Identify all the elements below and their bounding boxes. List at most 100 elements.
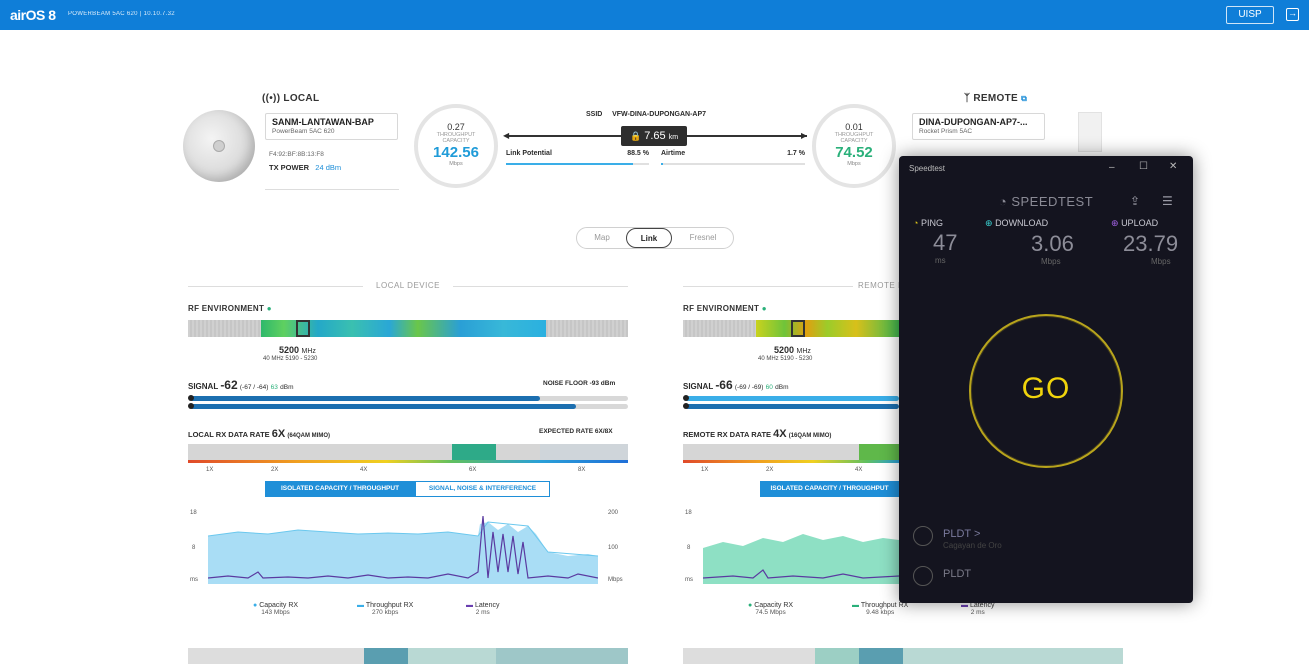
upload-icon: ⊕ <box>1111 218 1119 228</box>
speedtest-titlebar[interactable]: Speedtest – ☐ ✕ <box>899 156 1193 180</box>
legend-line-icon: ▬ <box>357 602 364 609</box>
local-rate-tick: 6X <box>469 467 477 473</box>
minimize-icon[interactable]: – <box>1109 162 1115 173</box>
local-channel-marker[interactable] <box>296 320 310 337</box>
local-device-model: PowerBeam 5AC 620 <box>272 128 335 135</box>
capacity-rx-area <box>208 522 598 584</box>
remote-rf-spectrum <box>683 320 899 337</box>
remote-rate-tick: 2X <box>766 467 774 473</box>
remote-throughput-value: 0.01 <box>845 122 863 132</box>
go-label: GO <box>1021 372 1071 405</box>
local-rate-tick: 1X <box>206 467 214 473</box>
download-label: DOWNLOAD <box>995 218 1049 228</box>
remote-capacity-gauge: 0.01 THROUGHPUT CAPACITY 74.52 Mbps <box>812 104 896 188</box>
remote-legend-capacity-rx: ● Capacity RX 74.5 Mbps <box>748 602 793 616</box>
go-button[interactable]: GO <box>969 314 1123 468</box>
isp-provider[interactable]: PLDT > Cagayan de Oro <box>913 526 1183 554</box>
maximize-icon[interactable]: ☐ <box>1139 161 1148 172</box>
ping-label: PING <box>920 218 943 228</box>
speedtest-brand: ◔ SPEEDTEST <box>899 194 1193 209</box>
airos-logo[interactable]: airOS 8 <box>10 7 56 23</box>
remote-freq-unit: MHz <box>796 348 811 355</box>
upload-label: UPLOAD <box>1121 218 1159 228</box>
isp-icon <box>913 526 933 546</box>
capacity-rx-area <box>703 534 899 584</box>
legend-label: Latency <box>474 602 500 609</box>
settings-icon[interactable]: ☰ <box>1162 194 1173 208</box>
remote-rate-mod: (16QAM MIMO) <box>788 433 832 439</box>
local-rate-expected-cell <box>540 444 628 461</box>
legend-label: Capacity RX <box>259 602 299 609</box>
close-icon[interactable]: ✕ <box>1169 161 1178 172</box>
local-mac: F4:92:BF:8B:13:F8 <box>269 151 324 158</box>
local-signal-label: SIGNAL <box>188 382 219 391</box>
divider <box>453 286 628 287</box>
remote-heading[interactable]: ᛉ REMOTE ⧉ <box>964 93 1027 104</box>
legend-line-icon: ▬ <box>852 602 859 609</box>
remote-signal-detail: (-69 / -69) <box>734 384 764 391</box>
tower-icon: ᛉ <box>964 93 971 104</box>
remote-device-box[interactable]: DINA-DUPONGAN-AP7-... Rocket Prism 5AC <box>912 113 1045 140</box>
remote-rate-scale <box>683 460 899 463</box>
expected-rate: EXPECTED RATE 6X/8X <box>539 428 613 435</box>
noise-value: -93 dBm <box>589 380 616 387</box>
local-capacity-unit: Mbps <box>449 161 463 167</box>
remote-freq-range: 40 MHz 5190 - 5230 <box>758 356 813 362</box>
link-potential-fill <box>506 163 633 165</box>
legend-value: 74.5 Mbps <box>755 609 786 616</box>
tab-link[interactable]: Link <box>626 228 672 248</box>
speedtest-window[interactable]: Speedtest – ☐ ✕ ◔ SPEEDTEST ⇪ ☰ ◔ PING 4… <box>899 156 1193 603</box>
ping-metric: ◔ PING 47 ms <box>913 218 1003 265</box>
tab-map[interactable]: Map <box>594 233 610 242</box>
local-device-name: SANM-LANTAWAN-BAP <box>272 117 374 127</box>
remote-legend-throughput-rx: ▬ Throughput RX 9.48 kbps <box>852 602 908 616</box>
local-capacity-label: THROUGHPUT CAPACITY <box>436 132 476 144</box>
local-heading-label: LOCAL <box>283 93 320 104</box>
local-freq-range: 40 MHz 5190 - 5230 <box>263 356 318 362</box>
airtime-label: Airtime <box>661 150 686 157</box>
local-noise-floor: NOISE FLOOR -93 dBm <box>543 380 615 387</box>
local-signal-detail2: 63 <box>270 384 278 391</box>
local-rx-rate: LOCAL RX DATA RATE 6X (64QAM MIMO) <box>188 428 330 440</box>
local-rate-tick: 8X <box>578 467 586 473</box>
legend-latency: ▬ Latency 2 ms <box>466 602 499 616</box>
uisp-button[interactable]: UISP <box>1226 6 1274 24</box>
remote-channel-marker[interactable] <box>791 320 805 337</box>
upload-metric: ⊕ UPLOAD 23.79 Mbps <box>1111 218 1191 266</box>
speedtest-brand-label: SPEEDTEST <box>1011 194 1094 209</box>
local-capacity-chart <box>208 515 598 584</box>
local-freq-value: 5200 <box>279 345 300 355</box>
expected-rate-label: EXPECTED RATE <box>539 428 594 435</box>
local-throughput-value: 0.27 <box>447 122 465 132</box>
y-right-tick: 200 <box>608 510 619 516</box>
tab-fresnel[interactable]: Fresnel <box>689 233 717 242</box>
info-icon[interactable]: ● <box>761 304 767 313</box>
latency-line <box>703 569 899 579</box>
y-left-tick: 8 <box>687 545 691 551</box>
server-selector[interactable]: PLDT <box>913 566 1183 590</box>
toggle-remote-isolated-capacity[interactable]: ISOLATED CAPACITY / THROUGHPUT <box>760 481 899 497</box>
local-rf-spectrum <box>188 320 628 337</box>
logout-icon[interactable]: → <box>1286 8 1299 21</box>
remote-capacity-chart <box>703 534 899 584</box>
external-link-icon[interactable]: ⧉ <box>1021 94 1028 103</box>
remote-signal-detail2: 60 <box>765 384 773 391</box>
remote-legend-latency: ▬ Latency 2 ms <box>961 602 994 616</box>
view-tabs: Map Link Fresnel <box>576 227 734 249</box>
y-left-tick: ms <box>685 577 693 583</box>
share-icon[interactable]: ⇪ <box>1130 194 1141 208</box>
ssid-value: VFW-DINA-DUPONGAN-AP7 <box>612 111 707 118</box>
rocket-device-image <box>1078 112 1102 152</box>
legend-value: 2 ms <box>475 609 490 616</box>
toggle-isolated-capacity[interactable]: ISOLATED CAPACITY / THROUGHPUT <box>265 481 415 497</box>
toggle-signal-noise[interactable]: SIGNAL, NOISE & INTERFERENCE <box>415 481 550 497</box>
latency-line <box>208 515 598 579</box>
local-device-box[interactable]: SANM-LANTAWAN-BAP PowerBeam 5AC 620 <box>265 113 398 140</box>
local-rf-label: RF ENVIRONMENT <box>188 304 265 313</box>
local-rate-active-cell <box>452 444 496 461</box>
ping-value: 47 <box>933 230 958 255</box>
remote-signal-unit: dBm <box>775 384 789 391</box>
legend-value: 143 Mbps <box>261 609 290 616</box>
info-icon[interactable]: ● <box>266 304 272 313</box>
remote-rate-label: REMOTE RX DATA RATE <box>683 430 772 439</box>
